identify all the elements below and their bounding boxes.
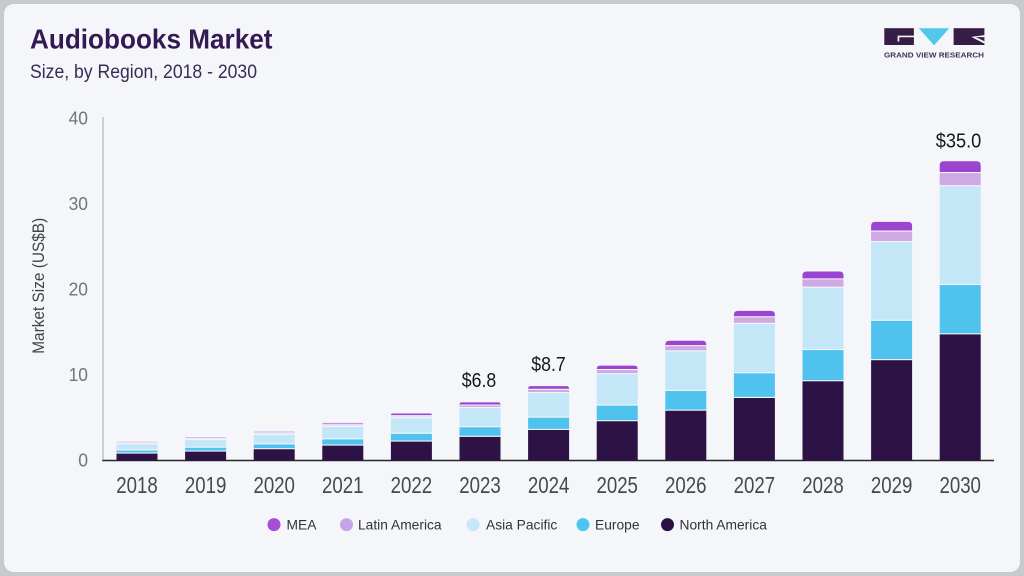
svg-text:2022: 2022 (391, 472, 433, 498)
svg-text:Latin America: Latin America (358, 518, 442, 533)
svg-text:2023: 2023 (459, 472, 501, 498)
svg-text:0: 0 (78, 451, 88, 471)
svg-text:MEA: MEA (287, 518, 318, 533)
svg-text:20: 20 (69, 279, 88, 299)
svg-text:$35.0: $35.0 (936, 131, 982, 153)
svg-text:$8.7: $8.7 (531, 354, 566, 376)
svg-text:Size, by Region, 2018 - 2030: Size, by Region, 2018 - 2030 (30, 62, 257, 83)
svg-text:2025: 2025 (596, 472, 638, 498)
svg-text:40: 40 (69, 108, 88, 128)
svg-text:2029: 2029 (871, 472, 913, 498)
svg-text:North America: North America (680, 518, 768, 533)
svg-text:Market Size (US$B): Market Size (US$B) (29, 218, 48, 354)
svg-text:30: 30 (69, 194, 88, 214)
svg-text:10: 10 (69, 365, 88, 385)
svg-text:Asia Pacific: Asia Pacific (486, 518, 557, 533)
svg-text:2018: 2018 (116, 472, 158, 498)
svg-text:2027: 2027 (734, 472, 776, 498)
svg-text:2028: 2028 (802, 472, 844, 498)
svg-text:$6.8: $6.8 (462, 370, 497, 392)
svg-text:2020: 2020 (253, 472, 295, 498)
svg-text:Europe: Europe (595, 518, 640, 533)
svg-text:Audiobooks Market: Audiobooks Market (30, 24, 273, 55)
svg-text:2026: 2026 (665, 472, 707, 498)
svg-text:2030: 2030 (939, 472, 981, 498)
svg-text:2019: 2019 (185, 472, 227, 498)
svg-text:GRAND VIEW RESEARCH: GRAND VIEW RESEARCH (884, 51, 984, 60)
svg-text:2021: 2021 (322, 472, 364, 498)
svg-text:2024: 2024 (528, 472, 570, 498)
